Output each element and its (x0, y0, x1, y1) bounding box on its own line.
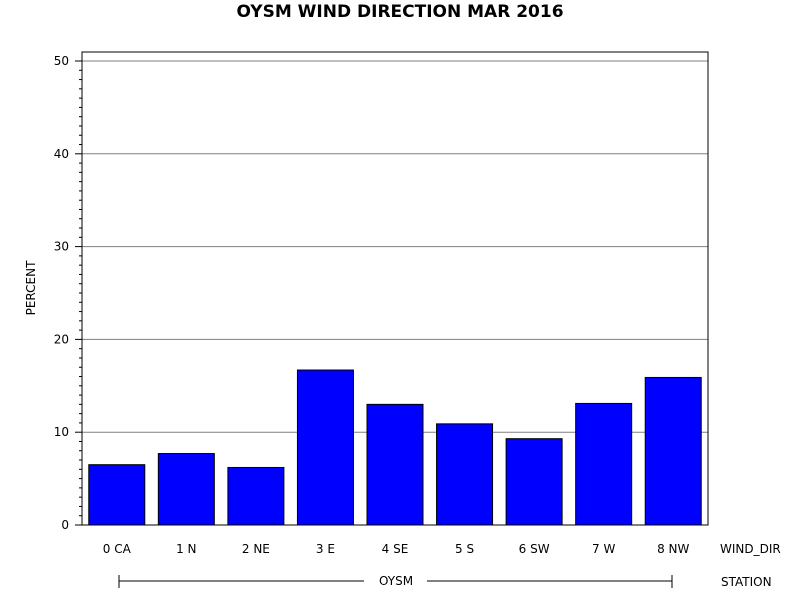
x-tick-label: 5 S (455, 542, 474, 556)
x-tick-label: 4 SE (382, 542, 409, 556)
station-label: STATION (721, 575, 772, 589)
y-tick-label: 0 (61, 518, 69, 532)
station-group: OYSM STATION (118, 574, 772, 589)
x-tick-label: 3 E (316, 542, 335, 556)
y-tick-label: 30 (54, 240, 69, 254)
x-tick-label: 7 W (592, 542, 615, 556)
bar (227, 466, 285, 526)
bar (366, 403, 424, 526)
x-tick-label: 0 CA (103, 542, 132, 556)
bar (157, 453, 215, 526)
bar (644, 376, 702, 526)
y-tick-label: 10 (54, 425, 69, 439)
bar (88, 464, 146, 526)
y-axis: 0 10 20 30 40 50 (54, 54, 82, 532)
x-axis-label: WIND_DIR (720, 542, 781, 556)
y-tick-label: 20 (54, 332, 69, 346)
y-axis-label: PERCENT (24, 260, 38, 315)
bar (436, 423, 494, 526)
bar (296, 369, 354, 526)
x-tick-label: 1 N (176, 542, 196, 556)
bars (88, 369, 702, 526)
y-tick-label: 50 (54, 54, 69, 68)
x-tick-label: 6 SW (519, 542, 550, 556)
bar (575, 402, 633, 526)
chart-title: OYSM WIND DIRECTION MAR 2016 (236, 2, 563, 22)
bar (505, 438, 563, 526)
y-tick-label: 40 (54, 147, 69, 161)
x-tick-label: 8 NW (657, 542, 689, 556)
grid-lines (82, 60, 708, 433)
plot-frame (81, 51, 709, 526)
station-value: OYSM (379, 574, 413, 588)
x-tick-label: 2 NE (242, 542, 270, 556)
x-axis: 0 CA 1 N 2 NE 3 E 4 SE 5 S 6 SW 7 W 8 NW (103, 542, 690, 556)
